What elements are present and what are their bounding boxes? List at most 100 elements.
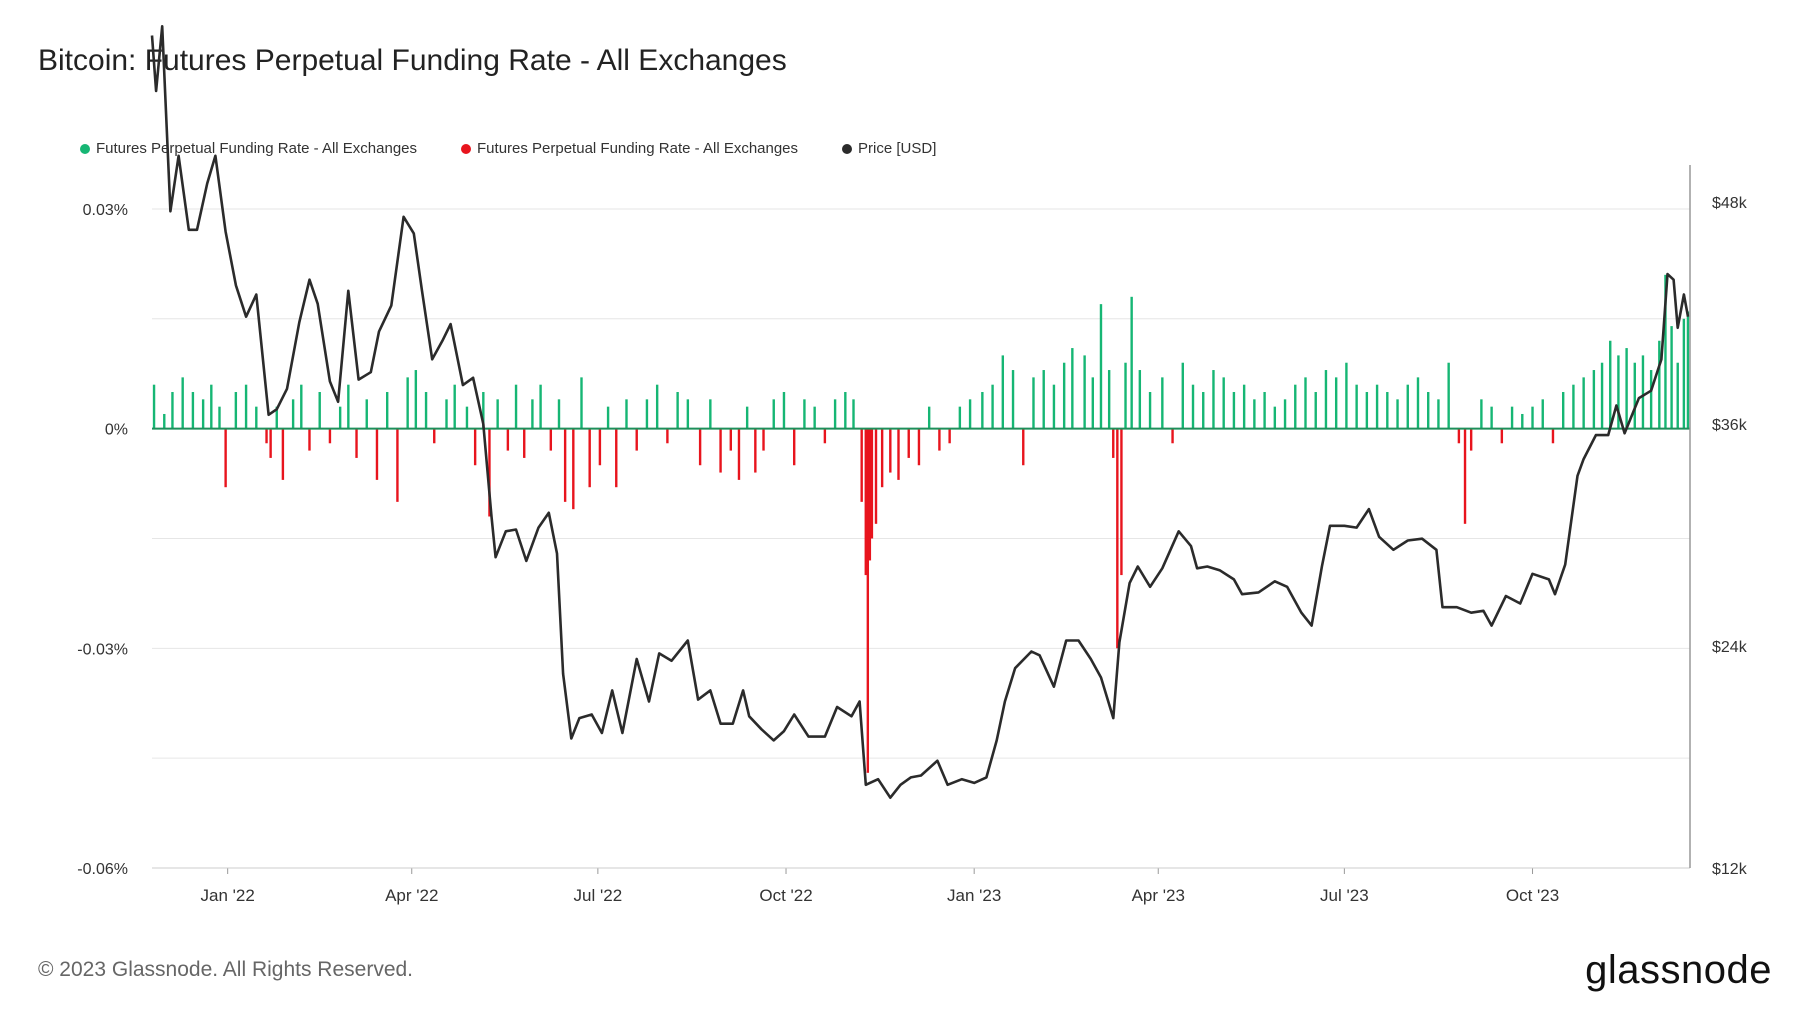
funding-bar-negative [308,428,311,451]
funding-bar-positive [1582,377,1585,429]
funding-bar-negative [870,428,874,539]
funding-bar-negative [588,428,591,488]
funding-bar-positive [852,399,855,429]
funding-bar-positive [1130,296,1133,429]
y-left-tick-label: -0.03% [77,641,128,658]
funding-bar-negative [1022,428,1025,466]
funding-bar-positive [210,384,213,429]
funding-bar-positive [1161,377,1164,429]
funding-bar-positive [1222,377,1225,429]
funding-bar-positive [1572,384,1575,429]
funding-bar-negative [860,428,863,502]
funding-bar-positive [201,399,205,429]
funding-bar-negative [754,428,757,473]
x-tick-label: Apr '23 [1132,886,1185,905]
y-right-tick-label: $12k [1712,861,1748,878]
legend-dot-black [842,143,853,154]
funding-bar-positive [1447,362,1450,429]
funding-bar-positive [1283,399,1287,429]
funding-bar-positive [1263,392,1266,429]
legend-item-funding-positive[interactable]: Futures Perpetual Funding Rate - All Exc… [80,140,417,157]
x-tick-label: Jul '22 [574,886,623,905]
price-series-line [150,24,1690,800]
funding-bar-positive [1617,355,1620,429]
funding-bar-positive [1124,362,1127,429]
funding-bar-positive [414,370,418,429]
copyright: © 2023 Glassnode. All Rights Reserved. [38,958,414,981]
funding-bar-negative [907,428,910,458]
funding-bar-negative [506,428,510,451]
funding-bar-positive [1521,413,1524,429]
legend-item-funding-negative[interactable]: Futures Perpetual Funding Rate - All Exc… [461,140,798,157]
funding-bar-positive [1386,392,1389,429]
funding-bar-positive [1011,370,1015,429]
price-line [150,24,1690,800]
funding-bar-negative [473,428,477,466]
funding-bar-negative [224,428,227,488]
funding-bar-positive [482,392,485,429]
funding-bar-positive [1427,392,1430,429]
funding-rate-bars [152,274,1690,773]
funding-bar-positive [291,399,295,429]
funding-bar-negative [1463,428,1467,524]
funding-bar-positive [424,392,428,429]
funding-bar-negative [488,428,491,517]
funding-bar-negative [433,428,436,444]
funding-bar-negative [698,428,702,466]
funding-bar-negative [1171,428,1174,444]
x-tick-label: Oct '22 [759,886,812,905]
funding-bar-negative [666,428,669,444]
funding-bar-negative [1112,428,1115,458]
funding-bar-positive [981,392,984,429]
funding-bar-positive [539,384,542,429]
funding-bar-positive [645,399,649,429]
funding-bar-positive [557,399,561,429]
funding-bar-positive [1107,370,1111,429]
funding-bar-positive [1345,362,1348,429]
funding-bar-positive [1531,406,1534,429]
funding-bar-positive [1510,406,1514,429]
funding-bar-positive [1273,406,1277,429]
x-tick-label: Jan '23 [947,886,1001,905]
funding-bar-negative [1457,428,1461,444]
funding-bar-positive [1099,304,1103,429]
funding-bar-positive [1649,370,1653,429]
funding-bar-positive [1437,399,1440,429]
funding-bar-positive [655,384,659,429]
funding-bar-positive [772,399,775,429]
funding-bar-positive [1365,392,1369,429]
funding-bar-negative [823,428,827,444]
funding-bar-positive [606,406,610,429]
funding-bar-positive [181,377,184,429]
funding-bar-negative [635,428,638,451]
funding-bar-positive [1001,355,1005,429]
funding-bar-negative [523,428,526,458]
funding-bar-positive [1304,377,1307,429]
funding-bar-positive [1490,406,1493,429]
funding-bar-positive [1138,370,1142,429]
glassnode-logo: glassnode [1585,948,1772,992]
funding-bar-positive [1406,384,1409,429]
funding-bar-positive [625,399,628,429]
funding-bar-positive [1052,384,1056,429]
funding-bar-positive [1658,340,1661,429]
funding-bar-positive [453,384,456,429]
funding-bar-positive [1032,377,1035,429]
legend-item-price[interactable]: Price [USD] [842,140,936,157]
funding-bar-negative [1551,428,1555,444]
funding-bar-positive [803,399,806,429]
y-left-tick-label: 0.03% [83,202,128,219]
funding-bar-positive [1396,399,1399,429]
funding-bar-negative [549,428,553,451]
legend: Futures Perpetual Funding Rate - All Exc… [80,140,936,157]
funding-bar-positive [927,406,931,429]
funding-bar-positive [1232,392,1236,429]
funding-bar-negative [598,428,602,466]
funding-bar-positive [171,392,174,429]
funding-bar-positive [1091,377,1094,429]
gridlines [152,208,1690,869]
funding-bar-positive [676,392,679,429]
legend-dot-red [461,143,472,154]
y-right-tick-label: $24k [1712,639,1748,656]
